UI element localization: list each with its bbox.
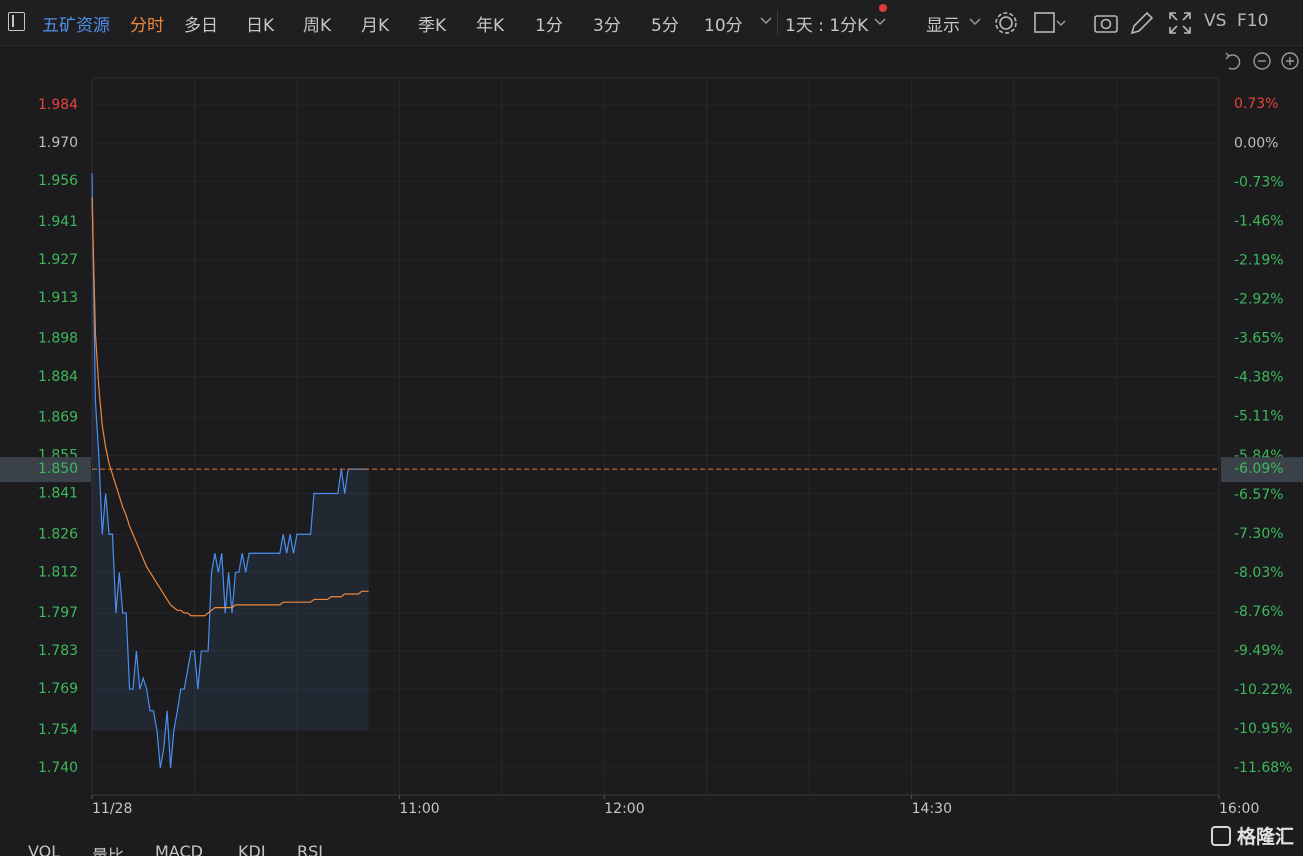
period-tab[interactable]: 月K	[361, 16, 390, 36]
y-tick-label: 1.826	[38, 526, 78, 542]
y2-tick-label: -5.11%	[1234, 409, 1284, 425]
period-tab[interactable]: 1分	[535, 16, 563, 36]
y-tick-label: 1.884	[38, 369, 78, 385]
y-tick-label: 1.941	[38, 214, 78, 230]
y2-tick-label: -3.65%	[1234, 331, 1284, 347]
y2-tick-label: 0.00%	[1234, 135, 1278, 151]
y-tick-label: 1.812	[38, 564, 78, 580]
y-tick-label: 1.927	[38, 252, 78, 268]
display-menu[interactable]: 显示	[926, 16, 960, 36]
last-pct-box	[1221, 457, 1303, 483]
period-tab[interactable]: 日K	[246, 16, 275, 36]
period-tab[interactable]: 5分	[651, 16, 679, 36]
y2-tick-label: -11.68%	[1234, 760, 1292, 776]
y-tick-label: 1.740	[38, 760, 78, 776]
y-tick-label: 1.970	[38, 135, 78, 151]
more-chevron[interactable]	[760, 16, 772, 26]
watermark-text: 格隆汇	[1237, 826, 1295, 848]
last-price-label: 1.850	[38, 461, 78, 477]
y2-tick-label: -0.73%	[1234, 174, 1284, 190]
x-tick-label: 11/28	[92, 801, 132, 817]
notice-dot	[879, 4, 887, 12]
y2-tick-label: -4.38%	[1234, 370, 1284, 386]
y2-tick-label: 0.73%	[1234, 96, 1278, 112]
y-tick-label: 1.841	[38, 486, 78, 502]
series-line	[91, 197, 369, 617]
y2-tick-label: -9.49%	[1234, 643, 1284, 659]
separator	[777, 10, 778, 35]
y-tick-label: 1.769	[38, 681, 78, 697]
series-line	[91, 173, 369, 768]
period-tab[interactable]: 10分	[704, 16, 743, 36]
y2-tick-label: -1.46%	[1234, 213, 1284, 229]
range-selector[interactable]: 1天 : 1分K	[785, 16, 869, 36]
y2-tick-label: -8.03%	[1234, 565, 1284, 581]
period-tab[interactable]: 多日	[184, 16, 218, 36]
y2-tick-label: -8.76%	[1234, 604, 1284, 620]
period-tab[interactable]: 季K	[418, 16, 447, 36]
period-tab[interactable]: 年K	[476, 16, 505, 36]
indicator-tab[interactable]: 量比	[92, 846, 125, 856]
y2-tick-label: -7.30%	[1234, 526, 1284, 542]
x-tick-label: 12:00	[604, 801, 644, 817]
y2-tick-label: -2.19%	[1234, 252, 1284, 268]
period-tab[interactable]: 分时	[130, 16, 164, 36]
y2-tick-label: -2.92%	[1234, 292, 1284, 308]
last-price-box	[0, 457, 91, 483]
range-chevron[interactable]	[874, 17, 886, 27]
y2-tick-label: -10.22%	[1234, 682, 1292, 698]
display-chevron[interactable]	[969, 17, 981, 27]
price-area	[92, 173, 369, 768]
y2-tick-label: -6.57%	[1234, 487, 1284, 503]
y-tick-label: 1.797	[38, 605, 78, 621]
period-tab[interactable]: 周K	[303, 16, 332, 36]
x-tick-label: 14:30	[912, 801, 952, 817]
y-tick-label: 1.869	[38, 409, 78, 425]
vs-button[interactable]: VS	[1204, 11, 1227, 31]
last-pct-label: -6.09%	[1234, 461, 1284, 477]
period-tab[interactable]: 3分	[593, 16, 621, 36]
y-tick-label: 1.898	[38, 331, 78, 347]
toolbar: 五矿资源 分时 多日 日K 周K 月K 季K 年K 1分 3分 5分 10分 1天 : 1分K 显示…	[0, 0, 1303, 46]
x-tick-label: 16:00	[1219, 801, 1259, 817]
indicator-tab[interactable]: KDJ	[238, 842, 266, 856]
watermark: 格隆汇	[1211, 822, 1294, 849]
f10-button[interactable]: F10	[1237, 11, 1269, 31]
y-tick-label: 1.984	[38, 97, 78, 113]
y-tick-label: 1.754	[38, 722, 78, 738]
y-tick-label: 1.913	[38, 290, 78, 306]
indicator-tab[interactable]: VOL	[28, 842, 61, 856]
stock-name[interactable]: 五矿资源	[42, 16, 110, 36]
toolbar-icons[interactable]	[990, 8, 1200, 38]
indicator-tab[interactable]: RSI	[297, 842, 323, 856]
indicator-tab[interactable]: MACD	[155, 842, 203, 856]
y-tick-label: 1.783	[38, 643, 78, 659]
y-tick-label: 1.956	[38, 173, 78, 189]
zoom-controls[interactable]	[1225, 52, 1299, 70]
sidebar-toggle[interactable]	[8, 12, 25, 31]
x-tick-label: 11:00	[399, 801, 439, 817]
watermark-logo	[1211, 825, 1231, 846]
y2-tick-label: -10.95%	[1234, 721, 1292, 737]
chart-bg	[0, 46, 1303, 856]
